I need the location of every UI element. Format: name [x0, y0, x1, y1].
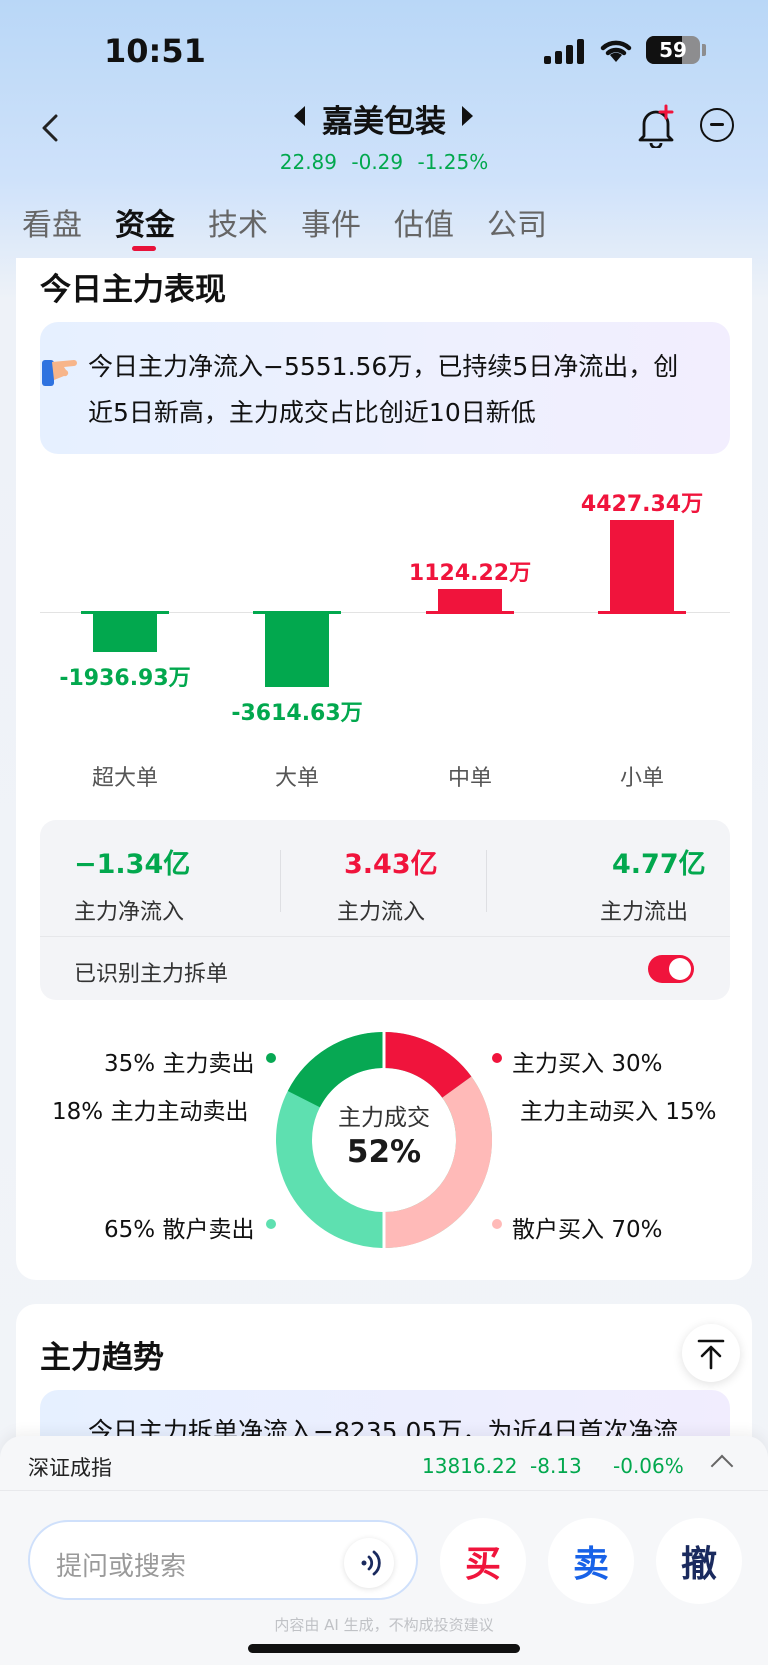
- inflow-label: 主力流入: [337, 900, 426, 925]
- main-buy-label: 主力买入: [512, 1051, 604, 1077]
- stock-price: 22.89: [279, 150, 338, 174]
- bottom-divider: [0, 1490, 768, 1491]
- outflow-label: 主力流出: [600, 900, 689, 925]
- chart-baseline: [40, 612, 730, 613]
- index-value: 13816.22: [422, 1454, 518, 1478]
- tab-quote[interactable]: 看盘: [22, 208, 82, 243]
- bar-category-label: 小单: [619, 766, 664, 791]
- alert-bell-icon[interactable]: [636, 104, 676, 148]
- battery-icon: 59: [646, 36, 700, 64]
- main-active-buy-pct: 15%: [665, 1099, 717, 1125]
- stats-separator: [486, 850, 487, 912]
- bar-baseline-cap: [598, 611, 686, 614]
- tab-technical[interactable]: 技术: [208, 208, 268, 243]
- voice-icon[interactable]: [344, 1538, 394, 1588]
- main-active-sell-legend: 18% 主力主动卖出: [52, 1092, 248, 1126]
- main-buy-legend: 主力买入 30%: [512, 1044, 662, 1078]
- battery-tip: [702, 44, 706, 56]
- back-icon[interactable]: [36, 108, 64, 148]
- stock-change-pct: -1.25%: [417, 150, 489, 174]
- active-tab-indicator: [132, 246, 156, 251]
- insight-line-2: 近5日新高，主力成交占比创近10日新低: [88, 398, 536, 427]
- insight-box: [40, 322, 730, 454]
- stats-divider: [40, 936, 730, 937]
- bar: [265, 612, 329, 688]
- net-inflow-label: 主力净流入: [74, 900, 185, 925]
- stats-separator: [280, 850, 281, 912]
- cancel-order-button[interactable]: 撤: [656, 1518, 742, 1604]
- tab-funds[interactable]: 资金: [115, 208, 175, 243]
- split-order-toggle[interactable]: [648, 955, 694, 983]
- bar-category-label: 大单: [274, 766, 319, 791]
- tab-bar: 看盘 资金 技术 事件 估值 公司: [22, 200, 580, 244]
- bar-value-label: -3614.63万: [231, 701, 363, 727]
- battery-level: 59: [659, 38, 687, 62]
- outflow-value: 4.77亿: [612, 849, 706, 880]
- bar-category-label: 中单: [447, 766, 492, 791]
- main-active-sell-pct: 18%: [52, 1099, 104, 1125]
- insight-text: 今日主力净流入−5551.56万，已持续5日净流出，创 近5日新高，主力成交占比…: [88, 344, 708, 436]
- net-inflow-value: −1.34亿: [74, 849, 191, 880]
- tab-valuation[interactable]: 估值: [394, 208, 454, 243]
- pointing-hand-icon: [42, 360, 77, 386]
- retail-sell-dot: [266, 1219, 276, 1229]
- index-change-pct: -0.06%: [613, 1454, 684, 1478]
- stock-name: 嘉美包装: [322, 104, 446, 140]
- bar: [438, 588, 502, 612]
- scroll-top-icon[interactable]: [682, 1324, 740, 1382]
- search-placeholder: 提问或搜索: [56, 1552, 187, 1582]
- retail-sell-pct: 65%: [104, 1217, 156, 1243]
- main-active-buy-legend: 主力主动买入 15%: [520, 1092, 716, 1126]
- retail-sell-label: 散户卖出: [162, 1217, 255, 1243]
- retail-sell-legend: 65% 散户卖出: [104, 1210, 254, 1244]
- main-active-buy-label: 主力主动买入: [520, 1099, 658, 1125]
- donut-center-value: 52%: [346, 1134, 422, 1170]
- stats-box: [40, 820, 730, 1000]
- main-sell-label: 主力卖出: [162, 1051, 255, 1077]
- retail-buy-legend: 散户买入 70%: [512, 1210, 662, 1244]
- bar-category-label: 超大单: [91, 766, 158, 791]
- index-name[interactable]: 深证成指: [28, 1456, 112, 1480]
- bar-value-label: 4427.34万: [580, 492, 704, 517]
- insight-line-1: 今日主力净流入−5551.56万，已持续5日净流出，创: [88, 352, 679, 381]
- bar: [93, 612, 157, 653]
- bar-value-label: 1124.22万: [408, 560, 532, 586]
- section-title-today: 今日主力表现: [40, 272, 226, 308]
- ai-disclaimer: 内容由 AI 生成，不构成投资建议: [274, 1616, 494, 1634]
- retail-buy-dot: [492, 1219, 502, 1229]
- inflow-value: 3.43亿: [344, 849, 438, 880]
- tab-company[interactable]: 公司: [487, 208, 547, 243]
- wifi-icon: [600, 40, 632, 62]
- stock-quote: 22.89 -0.29 -1.25%: [0, 150, 768, 174]
- home-indicator: [248, 1644, 520, 1653]
- retail-buy-label: 散户买入: [512, 1217, 604, 1243]
- main-sell-dot: [266, 1053, 276, 1063]
- main-sell-pct: 35%: [104, 1051, 156, 1077]
- bar: [610, 520, 674, 612]
- tab-events[interactable]: 事件: [301, 208, 361, 243]
- index-change: -8.13: [530, 1454, 582, 1478]
- retail-buy-pct: 70%: [611, 1217, 663, 1243]
- sell-button[interactable]: 卖: [548, 1518, 634, 1604]
- main-buy-dot: [492, 1053, 502, 1063]
- buy-button[interactable]: 买: [440, 1518, 526, 1604]
- bar-value-label: -1936.93万: [59, 666, 191, 692]
- prev-stock-icon[interactable]: [294, 106, 305, 126]
- donut-center-label: 主力成交: [338, 1105, 430, 1131]
- bar-baseline-cap: [426, 611, 514, 614]
- stock-change: -0.29: [351, 150, 404, 174]
- split-order-label: 已识别主力拆单: [74, 962, 229, 987]
- main-active-sell-label: 主力主动卖出: [110, 1099, 249, 1125]
- main-buy-pct: 30%: [611, 1051, 663, 1077]
- signal-icon: [544, 38, 584, 64]
- trade-share-donut: [276, 1032, 492, 1248]
- section-title-trend: 主力趋势: [40, 1340, 164, 1376]
- main-sell-legend: 35% 主力卖出: [104, 1044, 254, 1078]
- status-time: 10:51: [104, 32, 206, 70]
- remove-watchlist-icon[interactable]: [700, 108, 734, 142]
- next-stock-icon[interactable]: [462, 106, 473, 126]
